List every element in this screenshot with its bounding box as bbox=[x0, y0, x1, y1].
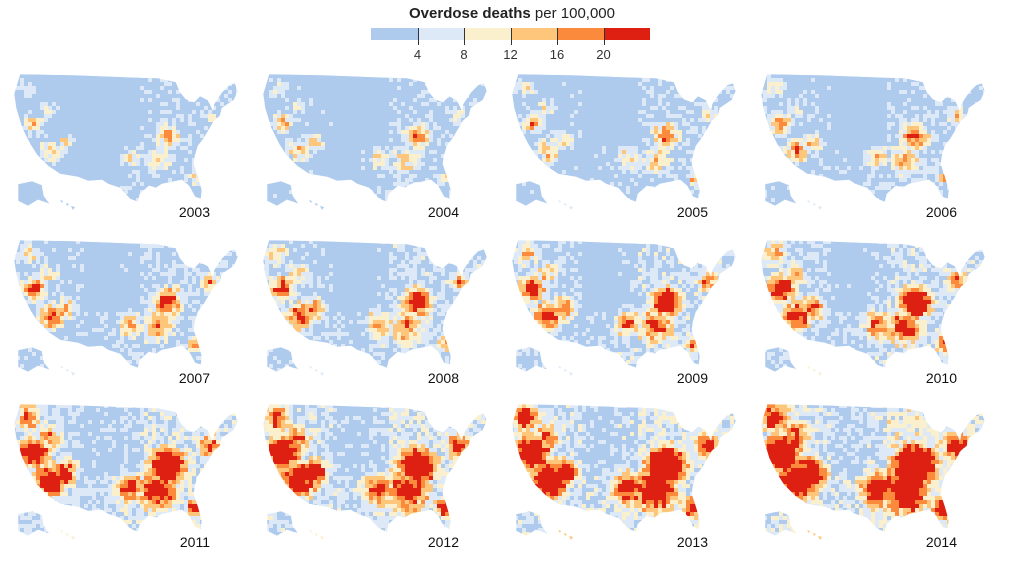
legend-ticks: 4 8 12 16 20 bbox=[371, 28, 650, 62]
map-panel-2013: 2013 bbox=[506, 396, 752, 556]
county-map bbox=[13, 73, 239, 210]
county-map bbox=[262, 73, 488, 210]
legend-tick-line bbox=[464, 28, 465, 45]
year-label: 2003 bbox=[179, 204, 210, 220]
county-map bbox=[760, 239, 986, 376]
map-panel-2008: 2008 bbox=[257, 232, 503, 392]
map-panel-2009: 2009 bbox=[506, 232, 752, 392]
year-label: 2012 bbox=[428, 534, 459, 550]
year-label: 2011 bbox=[180, 534, 210, 550]
map-panel-2006: 2006 bbox=[755, 66, 1001, 226]
legend-tick-label: 16 bbox=[542, 47, 572, 62]
year-label: 2009 bbox=[677, 370, 708, 386]
map-panel-2003: 2003 bbox=[8, 66, 254, 226]
legend-tick-line bbox=[510, 28, 512, 45]
county-map bbox=[760, 73, 986, 210]
year-label: 2008 bbox=[428, 370, 459, 386]
legend-title: Overdose deaths per 100,000 bbox=[0, 5, 1024, 22]
legend-swatch bbox=[371, 28, 418, 40]
year-label: 2010 bbox=[926, 370, 957, 386]
year-label: 2007 bbox=[179, 370, 210, 386]
map-panel-2005: 2005 bbox=[506, 66, 752, 226]
county-map bbox=[511, 403, 737, 540]
county-map bbox=[511, 239, 737, 376]
county-map bbox=[13, 239, 239, 376]
county-map bbox=[511, 73, 737, 210]
legend-tick-label: 8 bbox=[449, 47, 479, 62]
legend-swatch bbox=[510, 28, 557, 40]
legend-swatch bbox=[464, 28, 511, 40]
map-panel-2011: 2011 bbox=[8, 396, 254, 556]
county-map bbox=[760, 403, 986, 540]
legend-tick-line bbox=[557, 28, 558, 45]
county-map bbox=[262, 239, 488, 376]
legend-swatch bbox=[557, 28, 604, 40]
county-map bbox=[262, 403, 488, 540]
legend-title-main: Overdose deaths bbox=[409, 5, 531, 22]
map-panel-2004: 2004 bbox=[257, 66, 503, 226]
legend-swatch bbox=[417, 28, 464, 40]
legend-title-unit: per 100,000 bbox=[535, 5, 615, 22]
legend: Overdose deaths per 100,000 4 8 12 16 20 bbox=[0, 0, 1024, 64]
legend-tick-line bbox=[417, 28, 419, 45]
legend-tick-label: 4 bbox=[403, 47, 433, 62]
year-label: 2006 bbox=[926, 204, 957, 220]
year-label: 2013 bbox=[677, 534, 708, 550]
legend-tick-label: 20 bbox=[589, 47, 619, 62]
year-label: 2014 bbox=[926, 534, 957, 550]
year-label: 2005 bbox=[677, 204, 708, 220]
legend-tick-label: 12 bbox=[496, 47, 526, 62]
legend-tick-line bbox=[603, 28, 605, 45]
map-panel-2012: 2012 bbox=[257, 396, 503, 556]
year-label: 2004 bbox=[428, 204, 459, 220]
map-panel-2007: 2007 bbox=[8, 232, 254, 392]
legend-swatch bbox=[603, 28, 650, 40]
legend-color-scale bbox=[371, 28, 650, 40]
map-panel-2014: 2014 bbox=[755, 396, 1001, 556]
county-map bbox=[13, 403, 239, 540]
map-panel-2010: 2010 bbox=[755, 232, 1001, 392]
